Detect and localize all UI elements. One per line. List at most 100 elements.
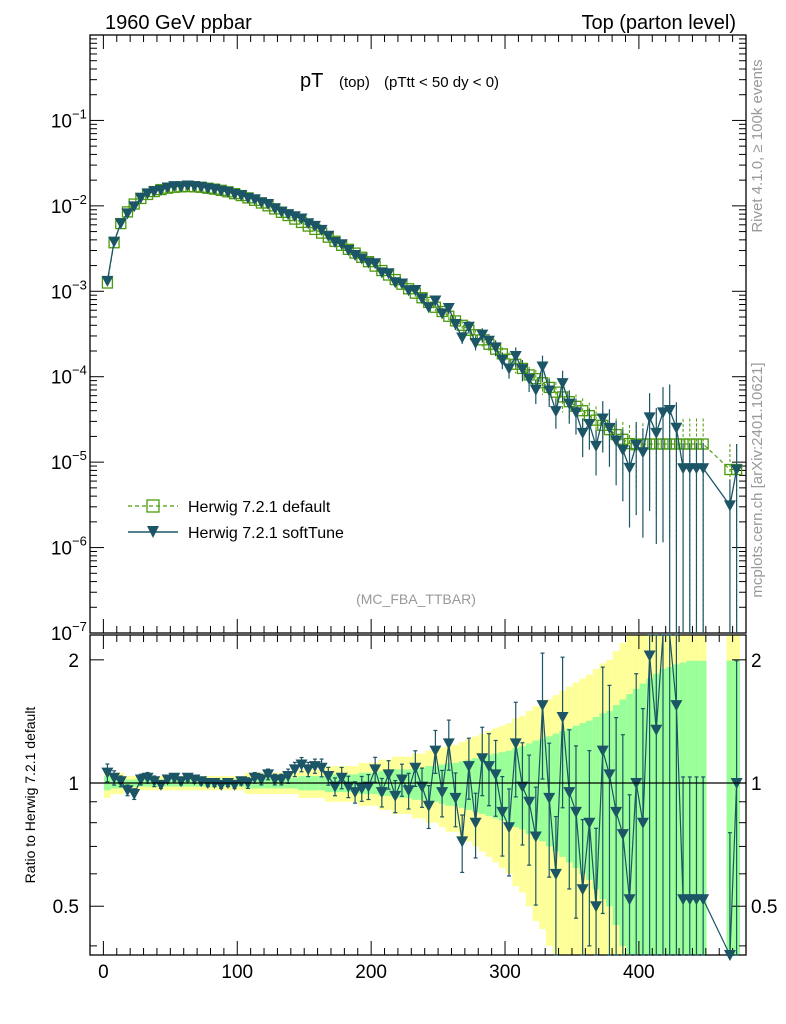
legend-softtune-label: Herwig 7.2.1 softTune: [188, 525, 344, 542]
ratio-point: [322, 771, 335, 783]
ratio-point: [569, 806, 582, 818]
point-softtune: [656, 407, 669, 419]
ratio-point: [509, 738, 522, 750]
ratio-point: [697, 894, 710, 906]
point-softtune: [503, 363, 516, 375]
point-softtune: [121, 208, 134, 220]
energy-label: 1960 GeV ppbar: [105, 12, 252, 34]
y-tick-exponent-main: −5: [72, 448, 87, 463]
line-default: [106, 186, 737, 471]
ratio-point: [496, 806, 509, 818]
legend-default-label: Herwig 7.2.1 default: [188, 499, 331, 516]
ratio-axis-ticks: 0.5 0.5 1 1 2 2: [53, 651, 777, 947]
ratio-band-green: [552, 733, 560, 852]
ratio-point: [549, 868, 562, 880]
y-tick-exponent-main: −3: [72, 277, 87, 292]
point-softtune: [382, 268, 395, 280]
point-softtune: [429, 295, 442, 307]
title-main: pT: [300, 70, 323, 92]
point-softtune: [590, 440, 603, 452]
ratio-point: [603, 769, 616, 781]
ratio-band-green: [505, 750, 513, 823]
ratio-point: [148, 776, 161, 788]
ratio-point: [576, 884, 589, 896]
point-softtune: [670, 422, 683, 434]
point-softtune: [342, 245, 355, 257]
point-softtune: [569, 407, 582, 419]
ratio-point: [723, 950, 736, 961]
ratio-point: [362, 781, 375, 793]
ratio-point: [288, 764, 301, 776]
x-tick-label: 300: [489, 962, 521, 983]
ratio-point: [141, 772, 154, 784]
ratio-point: [476, 753, 489, 765]
ratio-band-green: [472, 758, 479, 812]
y-tick-exponent-main: −2: [72, 192, 87, 207]
ratio-point: [282, 771, 295, 783]
ratio-point: [583, 817, 596, 829]
y-tick-label-ratio-right: 2: [751, 651, 762, 672]
mcplots-label: mcplots.cern.ch [arXiv:2401.10621]: [749, 362, 766, 597]
point-softtune: [723, 500, 736, 512]
ratio-point: [590, 901, 603, 913]
point-softtune: [335, 239, 348, 251]
point-softtune: [141, 188, 154, 200]
x-tick-label: 200: [355, 962, 387, 983]
analysis-watermark: (MC_FBA_TTBAR): [356, 591, 476, 607]
legend-default-marker: [146, 499, 160, 513]
point-softtune: [509, 350, 522, 362]
point-softtune: [469, 338, 482, 350]
point-softtune: [516, 364, 529, 376]
ratio-point: [596, 745, 609, 757]
point-softtune: [496, 354, 509, 366]
ratio-point: [536, 700, 549, 712]
ratio-point: [349, 787, 362, 799]
y-tick-label-main: 10: [51, 197, 72, 218]
ratio-point: [563, 787, 576, 799]
ratio-band-green: [425, 766, 433, 802]
ratio-point: [389, 790, 402, 802]
point-softtune: [268, 203, 281, 215]
y-tick-label-ratio-left: 0.5: [53, 897, 79, 918]
ratio-point: [355, 783, 368, 795]
point-softtune: [442, 302, 455, 314]
ratio-plot-frame: [89, 634, 747, 956]
ratio-point: [402, 785, 415, 797]
point-softtune: [643, 412, 656, 424]
ratio-point: [429, 745, 442, 757]
ratio-point: [134, 774, 147, 786]
point-softtune: [549, 406, 562, 418]
x-tick-label: 100: [221, 962, 253, 983]
ratio-band-green: [445, 762, 453, 806]
ratio-point: [482, 761, 495, 773]
point-softtune: [543, 385, 556, 397]
point-softtune: [416, 293, 429, 305]
point-softtune: [563, 398, 576, 410]
point-softtune: [422, 302, 435, 314]
ratio-point: [636, 817, 649, 829]
point-softtune: [355, 253, 368, 265]
point-softtune: [456, 332, 469, 344]
x-tick-label: 400: [623, 962, 655, 983]
ratio-point: [275, 774, 288, 786]
point-softtune: [436, 308, 449, 320]
point-softtune: [636, 447, 649, 459]
plot-title: pT (top) (pTtt < 50 dy < 0): [300, 70, 499, 92]
y-tick-exponent-main: −4: [72, 363, 87, 378]
ratio-point: [295, 759, 308, 771]
point-softtune: [449, 319, 462, 331]
ratio-point: [108, 772, 121, 784]
y-tick-exponent-main: −1: [72, 106, 87, 121]
y-tick-label-main: 10: [51, 368, 72, 389]
point-softtune: [616, 444, 629, 456]
ratio-point: [556, 711, 569, 723]
ratio-band-green: [539, 739, 546, 842]
point-softtune: [650, 427, 663, 439]
title-cut: (pTtt < 50 dy < 0): [384, 74, 499, 91]
main-axis-ticks: 10−710−610−510−410−310−210−1: [51, 34, 746, 645]
point-softtune: [623, 462, 636, 474]
y-tick-label-main: 10: [51, 111, 72, 132]
y-tick-exponent-main: −6: [72, 534, 87, 549]
ratio-point: [643, 650, 656, 662]
